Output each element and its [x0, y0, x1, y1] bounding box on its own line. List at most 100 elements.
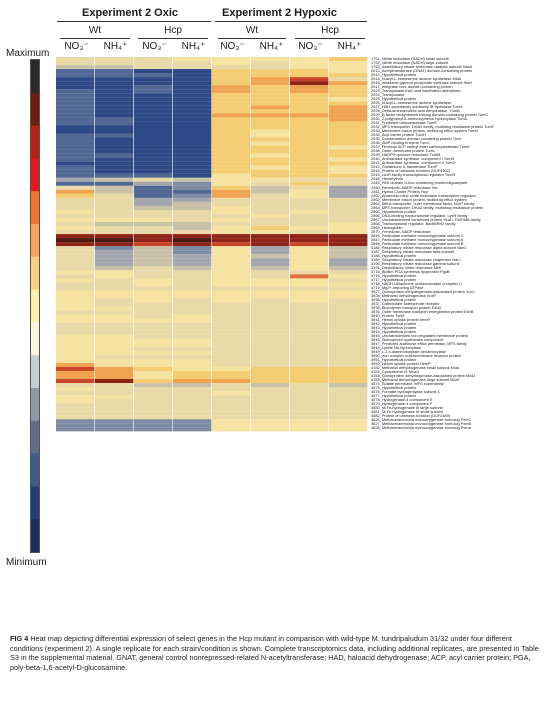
heatmap-cell — [329, 403, 368, 408]
heatmap-cell — [329, 286, 368, 291]
heatmap-cell — [134, 366, 173, 371]
gene-label: 2566_DNA-binding transcriptional regulat… — [371, 213, 468, 218]
heatmap-cell — [56, 65, 95, 70]
heatmap-cell — [95, 374, 134, 380]
gene-label: 3952_Hemin uptake protein HemP — [371, 362, 431, 367]
heatmap-cell — [95, 314, 134, 319]
heatmap-cell — [95, 354, 134, 359]
heatmap-cell — [56, 121, 95, 126]
heatmap-cell — [251, 238, 290, 243]
heatmap-cell — [290, 213, 329, 219]
heatmap-cell — [134, 197, 173, 202]
heatmap-cell — [329, 145, 368, 150]
heatmap-cell — [329, 362, 368, 367]
heatmap-cell — [95, 419, 134, 424]
heatmap-cell — [290, 391, 329, 396]
heatmap-cell — [251, 266, 290, 271]
heatmap-cell — [212, 407, 251, 412]
heatmap-cell — [134, 254, 173, 259]
gene-label: 3942_Hypothetical protein — [371, 322, 417, 327]
condition-label: NO₃⁻ — [142, 41, 167, 52]
heatmap-cell — [329, 246, 368, 251]
heatmap-cell — [212, 330, 251, 335]
heatmap-cell — [251, 230, 290, 235]
heatmap-cell — [95, 213, 134, 219]
heatmap-cell — [56, 278, 95, 283]
heatmap-cell — [95, 129, 134, 134]
heatmap-cell — [290, 354, 329, 359]
heatmap-cell — [212, 391, 251, 396]
gene-label: 2027_HAD-superfamily subfamily IB hydrol… — [371, 105, 463, 110]
heatmap-cell — [173, 379, 212, 384]
heatmap-cell — [95, 69, 134, 74]
heatmap-cell — [290, 270, 329, 275]
oxic-bracket-line — [57, 21, 211, 22]
gene-label: 2040_Anthranilate synthase, component I … — [371, 157, 455, 162]
heatmap-cell — [134, 326, 173, 331]
gene-label: 2026_N-acyl-L-homoserine lactone synthet… — [371, 101, 452, 106]
heatmap-cell — [56, 258, 95, 263]
heatmap-cell — [173, 201, 212, 206]
heatmap-cell — [95, 173, 134, 178]
heatmap-cell — [329, 330, 368, 335]
heatmap-cell — [173, 306, 212, 311]
heatmap-cell — [329, 181, 368, 186]
heatmap-cell — [329, 346, 368, 351]
heatmap-cell — [212, 346, 251, 351]
heatmap-cell — [56, 350, 95, 355]
heatmap-cell — [290, 65, 329, 70]
heatmap-cell — [290, 282, 329, 287]
heatmap-cell — [56, 117, 95, 122]
heatmap-cell — [290, 419, 329, 424]
heatmap-cell — [251, 201, 290, 206]
heatmap-cell — [95, 403, 134, 408]
gene-label: 2041_Anthranilate synthase, component II… — [371, 161, 456, 166]
heatmap-cell — [56, 113, 95, 118]
heatmap-cell — [290, 73, 329, 78]
heatmap-cell — [251, 302, 290, 307]
heatmap-cell — [173, 141, 212, 146]
gene-label: 1752_Nitrite reductase (NADH) large subu… — [371, 61, 449, 66]
heatmap-cell — [56, 181, 95, 186]
gene-label: 2449_PAS domain S-box-containing protein… — [371, 181, 468, 186]
heatmap-cell — [212, 399, 251, 404]
heatmap-cell — [173, 65, 212, 70]
heatmap-cell — [251, 310, 290, 315]
heatmap-cell — [329, 298, 368, 303]
heatmap-cell — [134, 423, 173, 428]
heatmap-cell — [134, 117, 173, 122]
heatmap-cell — [251, 105, 290, 110]
heatmap-cell — [251, 334, 290, 339]
heatmap-cell — [173, 399, 212, 404]
heatmap-cell — [290, 326, 329, 331]
heatmap-cell — [95, 423, 134, 428]
heatmap-cell — [212, 181, 251, 186]
heatmap-cell — [329, 133, 368, 138]
heatmap-cell — [290, 133, 329, 138]
heatmap-cell — [95, 338, 134, 343]
heatmap-cell — [95, 322, 134, 327]
gene-label: 2562_Membrane fusion protein, multidrug … — [371, 197, 467, 202]
heatmap-cell — [95, 399, 134, 404]
heatmap-cell — [173, 185, 212, 190]
heatmap-cell — [329, 379, 368, 384]
heatmap-cell — [134, 322, 173, 327]
heatmap-cell — [134, 77, 173, 82]
heatmap-cell — [251, 258, 290, 263]
heatmap-cell — [212, 149, 251, 154]
heatmap-cell — [251, 242, 290, 247]
heatmap-cell — [329, 399, 368, 404]
heatmap-cell — [329, 322, 368, 327]
heatmap-cell — [173, 250, 212, 255]
heatmap-cell — [56, 213, 95, 219]
heatmap-cell — [290, 149, 329, 154]
heatmap-cell — [329, 407, 368, 412]
heatmap-cell — [329, 326, 368, 331]
heatmap-cell — [212, 294, 251, 299]
heatmap-cell — [251, 403, 290, 408]
heatmap-cell — [134, 169, 173, 174]
gene-label: 2037_Pimeloyl-ACP methyl ester carboxyle… — [371, 145, 470, 150]
heatmap-cell — [56, 326, 95, 331]
heatmap-cell — [290, 197, 329, 202]
group-label-oxic-wt: Wt — [88, 25, 102, 36]
